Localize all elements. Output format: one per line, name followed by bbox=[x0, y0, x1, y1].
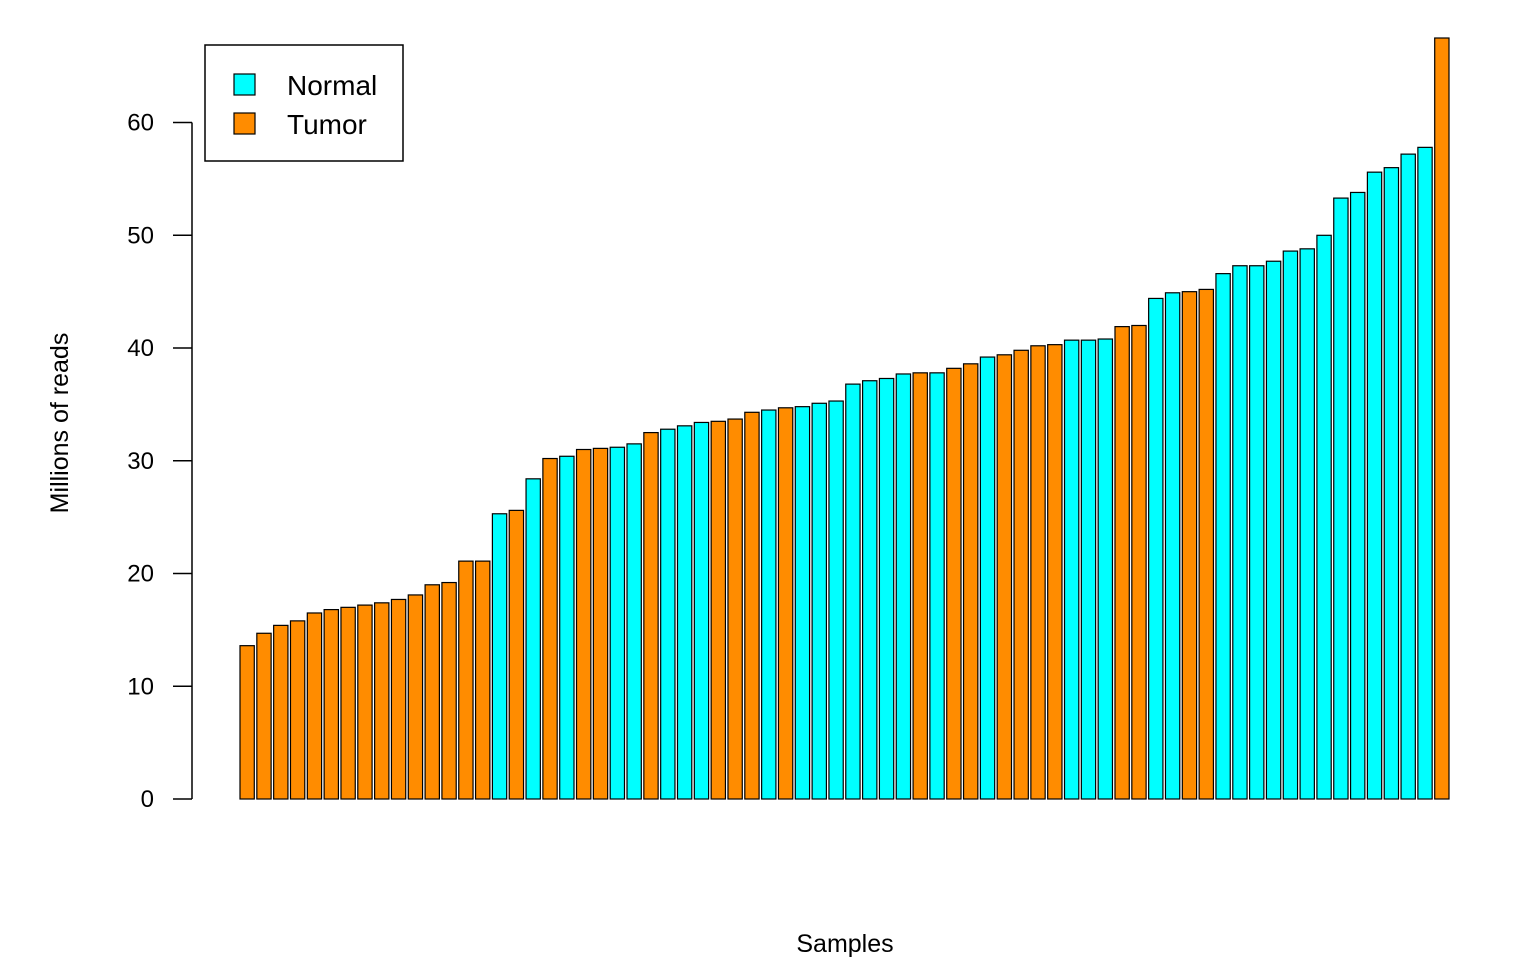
bar-tumor-13 bbox=[441, 581, 457, 800]
bar-normal-16 bbox=[491, 513, 508, 800]
bar-tumor-10 bbox=[390, 598, 407, 800]
bar-normal-68 bbox=[1366, 171, 1383, 800]
bar-normal-66 bbox=[1333, 197, 1349, 800]
bar-normal-40 bbox=[895, 373, 912, 800]
bar-tumor-5 bbox=[306, 612, 323, 800]
bar-tumor-58 bbox=[1198, 288, 1215, 800]
bar-normal-42 bbox=[929, 372, 945, 800]
x-axis-label: Samples bbox=[796, 930, 893, 958]
bar-tumor-12 bbox=[424, 584, 440, 800]
bar-normal-63 bbox=[1282, 250, 1299, 800]
bar-normal-28 bbox=[693, 421, 710, 800]
bar-normal-50 bbox=[1063, 339, 1080, 800]
bar-normal-35 bbox=[811, 402, 828, 800]
bar-normal-26 bbox=[660, 428, 676, 800]
bar-normal-18 bbox=[525, 478, 541, 800]
bar-normal-20 bbox=[559, 455, 575, 800]
legend-label-tumor: Tumor bbox=[287, 109, 367, 140]
bar-tumor-15 bbox=[474, 560, 491, 800]
bar-normal-65 bbox=[1316, 234, 1332, 800]
bar-normal-70 bbox=[1400, 153, 1416, 800]
bar-tumor-44 bbox=[962, 363, 979, 800]
bar-tumor-41 bbox=[912, 372, 928, 800]
bar-tumor-19 bbox=[542, 457, 558, 800]
y-tick-label: 0 bbox=[141, 786, 154, 813]
bar-normal-71 bbox=[1417, 146, 1433, 800]
bar-tumor-29 bbox=[710, 420, 727, 800]
bar-normal-32 bbox=[761, 409, 777, 800]
y-tick-label: 60 bbox=[127, 110, 154, 137]
bar-tumor-22 bbox=[592, 447, 609, 800]
bar-normal-27 bbox=[676, 425, 693, 800]
bar-tumor-2 bbox=[256, 632, 272, 800]
bar-normal-36 bbox=[828, 400, 844, 800]
bar-tumor-9 bbox=[374, 602, 390, 800]
y-tick-label: 50 bbox=[127, 222, 154, 249]
bar-tumor-3 bbox=[273, 624, 289, 800]
bar-normal-64 bbox=[1299, 248, 1315, 800]
bar-tumor-17 bbox=[508, 509, 525, 800]
bar-normal-55 bbox=[1148, 297, 1164, 800]
bar-tumor-4 bbox=[289, 620, 306, 800]
bar-tumor-14 bbox=[458, 560, 474, 800]
y-tick-label: 30 bbox=[127, 448, 154, 475]
bar-normal-60 bbox=[1232, 265, 1248, 800]
bar-normal-62 bbox=[1265, 260, 1282, 800]
bar-normal-37 bbox=[845, 383, 861, 800]
bar-tumor-30 bbox=[727, 418, 743, 800]
bar-tumor-8 bbox=[357, 604, 373, 800]
legend-label-normal: Normal bbox=[287, 70, 377, 101]
bar-tumor-1 bbox=[239, 645, 255, 800]
bar-tumor-47 bbox=[1013, 349, 1029, 800]
bar-normal-24 bbox=[626, 443, 642, 800]
y-axis-label: Millions of reads bbox=[46, 333, 74, 514]
bar-normal-69 bbox=[1383, 167, 1400, 800]
y-tick-label: 20 bbox=[127, 561, 154, 588]
y-axis: 0 10 20 30 40 50 60 bbox=[127, 110, 193, 813]
bar-normal-51 bbox=[1080, 339, 1097, 800]
bar-tumor-57 bbox=[1181, 291, 1198, 800]
legend: Normal Tumor bbox=[204, 44, 404, 162]
y-tick-label: 10 bbox=[127, 673, 154, 700]
bar-tumor-54 bbox=[1131, 324, 1147, 800]
bar-normal-23 bbox=[609, 446, 626, 800]
bar-normal-45 bbox=[979, 356, 996, 800]
bar-tumor-53 bbox=[1114, 326, 1130, 800]
bar-tumor-43 bbox=[946, 367, 962, 800]
y-tick-label: 40 bbox=[127, 335, 154, 362]
bar-normal-52 bbox=[1097, 338, 1114, 800]
bar-tumor-72 bbox=[1434, 37, 1450, 800]
bar-normal-59 bbox=[1215, 273, 1231, 800]
bar-normal-34 bbox=[794, 406, 811, 800]
bar-tumor-31 bbox=[744, 411, 760, 800]
bar-tumor-49 bbox=[1047, 344, 1063, 800]
legend-swatch-tumor bbox=[233, 112, 256, 135]
bar-normal-61 bbox=[1248, 265, 1265, 800]
bar-tumor-33 bbox=[777, 407, 794, 800]
bar-tumor-25 bbox=[643, 431, 659, 800]
bar-normal-39 bbox=[878, 377, 895, 800]
bar-tumor-21 bbox=[575, 448, 592, 800]
bar-normal-38 bbox=[861, 380, 878, 800]
bar-tumor-46 bbox=[996, 354, 1013, 800]
bar-tumor-7 bbox=[340, 606, 356, 800]
bar-tumor-6 bbox=[323, 608, 340, 800]
bars bbox=[239, 37, 1450, 800]
bar-normal-56 bbox=[1164, 292, 1181, 800]
legend-swatch-normal bbox=[233, 73, 256, 96]
bar-tumor-11 bbox=[407, 594, 424, 800]
bar-tumor-48 bbox=[1030, 345, 1046, 800]
bar-normal-67 bbox=[1349, 191, 1366, 800]
legend-box bbox=[204, 44, 404, 162]
